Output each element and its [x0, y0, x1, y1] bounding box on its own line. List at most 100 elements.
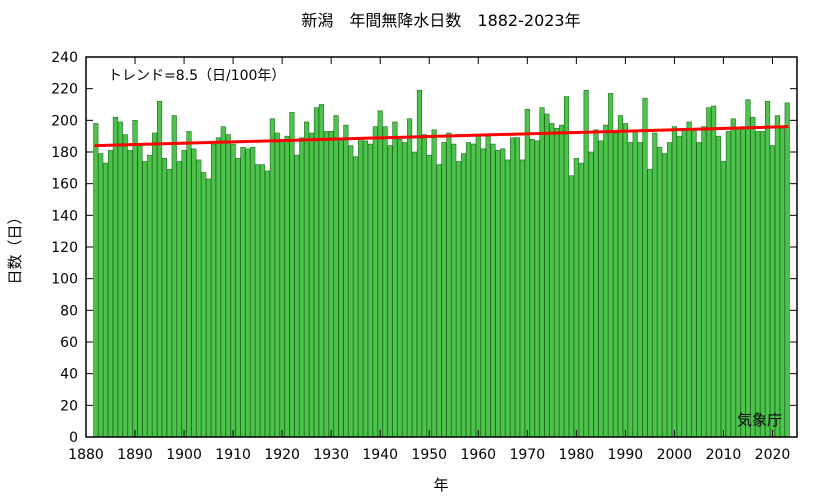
bar-1947 [411, 151, 418, 438]
bar-2011 [725, 131, 731, 438]
bar-2012 [730, 118, 736, 438]
bars-group [93, 89, 790, 438]
bar-1927 [313, 107, 320, 438]
bar-1919 [274, 132, 280, 438]
bar-1907 [215, 137, 221, 438]
bar-1983 [588, 151, 594, 438]
bar-2005 [696, 142, 702, 438]
bar-2009 [715, 135, 722, 438]
bar-1915 [255, 164, 261, 438]
bar-1886 [112, 116, 118, 438]
bar-1953 [441, 142, 447, 438]
bar-1882 [93, 123, 99, 438]
bar-1929 [323, 131, 329, 438]
bar-1940 [377, 110, 383, 438]
bar-1931 [333, 115, 339, 438]
bar-1939 [372, 126, 378, 438]
bar-1992 [632, 131, 638, 438]
bar-1985 [598, 140, 604, 438]
bar-1967 [510, 137, 516, 438]
bar-2010 [720, 161, 727, 438]
x-tick-label-1930: 1930 [313, 447, 349, 463]
bar-1951 [431, 129, 437, 438]
bar-1969 [519, 159, 525, 438]
x-tick-label-2000: 2000 [657, 447, 693, 463]
bar-2016 [750, 116, 756, 438]
x-tick-label-1970: 1970 [509, 447, 545, 463]
bar-1891 [137, 145, 143, 438]
y-tick-label-80: 80 [60, 303, 78, 319]
bar-2014 [740, 126, 746, 438]
bar-2021 [774, 115, 780, 438]
bar-1993 [637, 142, 643, 438]
bar-1885 [107, 150, 114, 438]
y-tick-label-120: 120 [51, 240, 78, 256]
bar-2001 [676, 135, 682, 438]
y-tick-label-60: 60 [60, 335, 78, 351]
bar-1957 [461, 153, 467, 438]
bar-1933 [343, 124, 349, 438]
x-tick-label-2010: 2010 [706, 447, 742, 463]
bar-2022 [779, 127, 785, 438]
bar-1987 [608, 93, 614, 438]
bar-2000 [671, 126, 677, 438]
bar-1905 [206, 178, 212, 438]
x-tick-label-2020: 2020 [755, 447, 791, 463]
trend-line [94, 125, 789, 148]
bar-1986 [603, 124, 609, 438]
bar-1926 [308, 132, 315, 438]
bar-1996 [652, 132, 658, 438]
bar-1999 [666, 142, 673, 438]
bar-1928 [318, 104, 324, 438]
x-tick-label-1920: 1920 [264, 447, 300, 463]
y-tick-label-100: 100 [51, 272, 78, 288]
bar-1937 [362, 140, 369, 438]
bar-1889 [127, 150, 133, 438]
bar-1892 [142, 161, 148, 438]
bar-1904 [201, 172, 207, 438]
bar-1954 [446, 132, 452, 438]
bar-1980 [573, 158, 579, 438]
bar-1994 [642, 97, 648, 438]
bar-1909 [225, 134, 231, 438]
bar-1995 [647, 169, 653, 438]
trend-group [94, 125, 789, 148]
bar-1920 [279, 139, 285, 438]
bar-1917 [264, 170, 270, 438]
y-axis: 0 20 40 60 80 100 120 140 160 180 200 220 240 [51, 50, 797, 446]
bar-1934 [348, 145, 354, 438]
bar-1978 [563, 96, 570, 438]
bar-1948 [416, 89, 422, 438]
bar-1943 [392, 121, 398, 438]
bar-1950 [426, 154, 432, 438]
x-tick-label-1940: 1940 [362, 447, 398, 463]
bar-1974 [544, 113, 550, 438]
y-tick-label-200: 200 [51, 113, 78, 129]
bar-1955 [451, 143, 457, 438]
bar-2019 [765, 101, 771, 438]
bar-1903 [196, 159, 202, 438]
bar-1924 [299, 137, 305, 438]
bar-1945 [402, 142, 408, 438]
bar-1973 [539, 107, 545, 438]
bar-1922 [289, 112, 295, 438]
bar-1959 [470, 143, 476, 438]
bar-1912 [240, 146, 246, 438]
bar-1970 [524, 108, 530, 438]
bar-1997 [657, 146, 663, 438]
bar-1884 [103, 162, 109, 438]
x-tick-label-1890: 1890 [117, 447, 153, 463]
bar-1991 [627, 142, 633, 438]
bar-1981 [578, 162, 584, 438]
bar-1897 [166, 169, 172, 438]
bar-1971 [529, 139, 535, 438]
bar-2007 [706, 107, 712, 438]
bar-1906 [210, 143, 217, 438]
bar-1982 [583, 89, 589, 438]
bar-1894 [152, 132, 158, 438]
bar-2003 [686, 121, 692, 438]
bar-1923 [294, 154, 300, 438]
x-tick-label-1990: 1990 [608, 447, 644, 463]
bar-1918 [269, 118, 275, 438]
